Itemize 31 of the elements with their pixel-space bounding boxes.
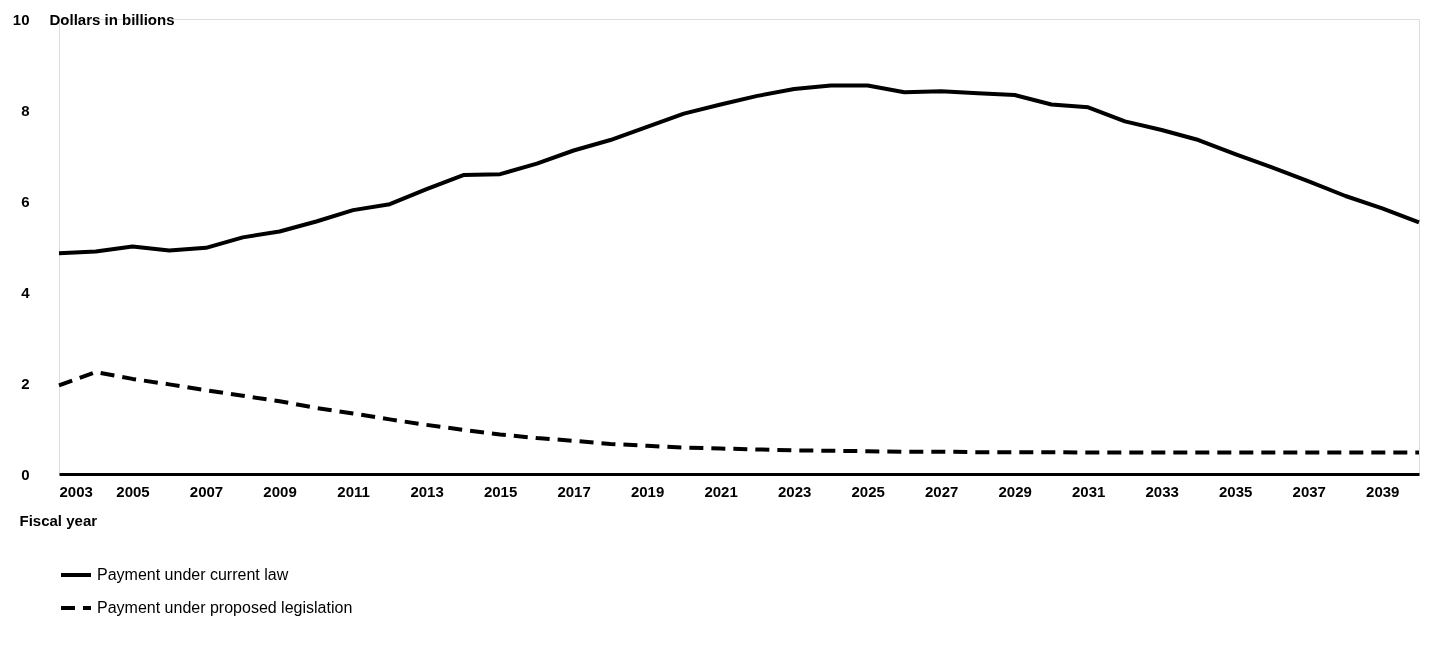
x-tick-label: 2023	[777, 482, 812, 500]
y-tick-label: 4	[21, 283, 31, 301]
legend-label: Payment under current law	[97, 566, 289, 583]
x-tick-label: 2027	[924, 482, 959, 500]
line-series	[57, 83, 1421, 256]
x-tick-label: 2015	[483, 482, 518, 500]
y-tick-label: 2	[21, 374, 30, 392]
x-tick-label: 2005	[116, 482, 150, 500]
legend-label: Payment under proposed legislation	[97, 599, 353, 616]
y-tick-label: 8	[21, 101, 30, 119]
x-tick-label: 2035	[1219, 482, 1253, 500]
y-axis-title: Dollars in billions	[49, 10, 175, 28]
x-tick-label: 2031	[1072, 482, 1106, 500]
x-tick-label: 2039	[1366, 482, 1400, 500]
x-tick-label: 2037	[1292, 482, 1326, 500]
x-axis-title: Fiscal year	[19, 511, 98, 529]
y-tick-label: 0	[21, 465, 30, 483]
x-tick-label: 2033	[1145, 482, 1179, 500]
x-tick-label: 2009	[263, 482, 297, 500]
x-tick-label: 2003	[59, 482, 93, 500]
line-series	[57, 370, 1421, 455]
x-tick-label: 2019	[630, 482, 665, 500]
y-tick-label: 6	[21, 192, 30, 210]
x-tick-label: 2029	[998, 482, 1032, 500]
y-tick-label: 10	[12, 10, 30, 28]
x-tick-label: 2017	[557, 482, 591, 500]
x-tick-label: 2011	[337, 482, 370, 500]
x-tick-label: 2021	[704, 482, 738, 500]
x-tick-label: 2025	[851, 482, 885, 500]
x-tick-label: 2013	[410, 482, 444, 500]
x-tick-label: 2007	[189, 482, 224, 500]
